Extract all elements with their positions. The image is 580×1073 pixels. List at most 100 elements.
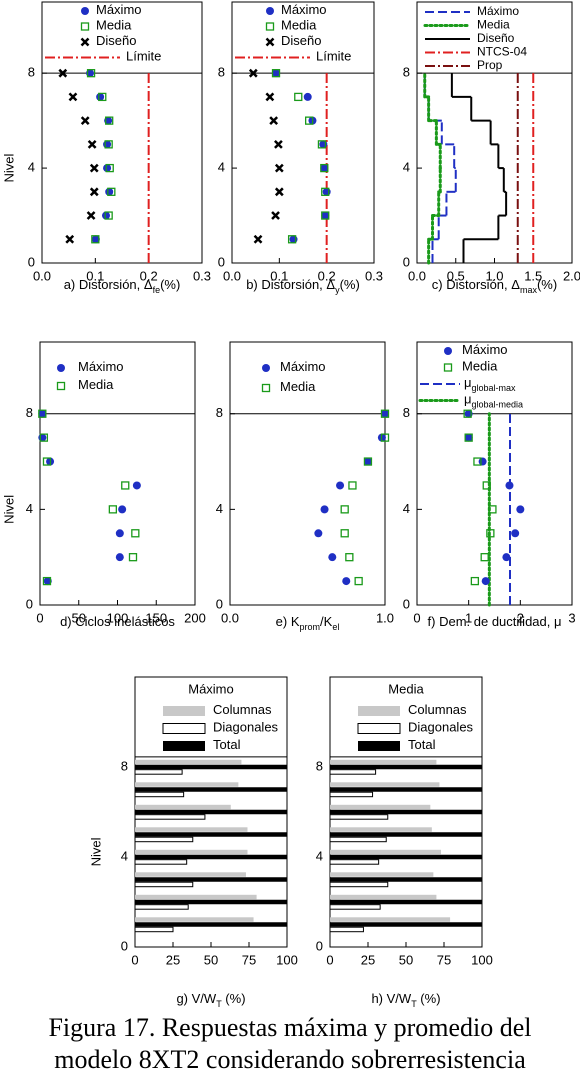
legend-label: Columnas: [213, 702, 272, 717]
legend-swatch: [163, 741, 205, 751]
caption-line: Figura 17. Respuestas máxima y promedio …: [48, 1013, 531, 1042]
marker: [294, 92, 303, 102]
legend-label: Diseño: [477, 31, 515, 45]
y-tick-label: 4: [216, 501, 223, 516]
marker: [58, 68, 68, 78]
legend-name: NTCS-04: [477, 45, 527, 59]
legend-swatch: [162, 723, 206, 734]
y-tick-label: 4: [316, 848, 323, 863]
marker: [287, 235, 297, 244]
marker: [345, 553, 354, 562]
x-axis-label-part: e) K: [276, 614, 300, 629]
bar: [330, 899, 482, 905]
y-tick-label: 8: [26, 405, 33, 420]
bar: [135, 922, 287, 927]
marker: [480, 553, 489, 562]
x-tick-label: 0.1: [86, 268, 104, 283]
marker: [266, 7, 274, 15]
marker: [248, 68, 258, 78]
marker: [463, 409, 472, 418]
marker: [444, 347, 452, 355]
legend-swatch: [357, 723, 401, 734]
bar: [134, 859, 188, 865]
legend-name: Límite: [316, 49, 351, 64]
bar: [329, 904, 381, 910]
marker: [502, 553, 511, 562]
legend-label: Media: [477, 18, 510, 32]
bar: [135, 832, 287, 837]
y-tick-label: 0: [316, 938, 323, 953]
x-tick-label: 0.0: [33, 268, 51, 283]
legend-title: Media: [388, 681, 424, 696]
marker: [321, 211, 330, 220]
x-axis-label: h) V/WT (%): [371, 991, 440, 1009]
marker: [488, 505, 497, 514]
marker: [262, 364, 270, 372]
x-axis-label-sub: el: [332, 622, 339, 632]
legend-label: Columnas: [408, 702, 467, 717]
bar: [329, 814, 389, 820]
x-tick-label: 0: [413, 610, 420, 625]
plot-frame: [39, 341, 196, 606]
marker: [42, 457, 52, 466]
bar: [135, 764, 287, 770]
bar: [135, 804, 231, 810]
y-tick-label: 0: [216, 596, 223, 611]
y-axis-label: Nivel: [1, 495, 16, 524]
x-tick-label: 200: [184, 610, 206, 625]
x-axis-label: d) Ciclos inelásticos: [60, 614, 175, 629]
x-tick-label: 0.0: [221, 610, 239, 625]
x-tick-label: 50: [399, 952, 413, 967]
legend-name-sub: global-max: [472, 383, 517, 393]
bar: [329, 881, 389, 888]
bar: [135, 854, 287, 860]
legend-name: Máximo: [280, 359, 326, 374]
legend-name: Máximo: [281, 2, 327, 17]
bar: [329, 926, 364, 933]
legend-label: Diagonales: [408, 720, 474, 735]
legend-name: Máximo: [477, 4, 519, 18]
marker: [321, 211, 330, 220]
x-tick-label: 1: [465, 610, 472, 625]
x-axis-label: b) Distorsión, Δy(%): [246, 277, 360, 295]
x-tick-label: 0.1: [270, 268, 288, 283]
marker: [340, 529, 349, 538]
legend-label: Diseño: [281, 33, 321, 48]
y-tick-label: 0: [28, 254, 35, 269]
marker: [363, 457, 372, 466]
bar: [329, 791, 374, 798]
marker: [340, 505, 349, 514]
marker: [274, 187, 284, 197]
bar: [134, 904, 189, 910]
x-tick-label: 25: [166, 952, 180, 967]
bar: [330, 849, 441, 855]
legend-label: Límite: [316, 49, 351, 64]
marker: [272, 69, 281, 78]
legend-name: Prop: [477, 58, 503, 72]
marker: [131, 529, 140, 538]
legend-label: Total: [408, 737, 436, 752]
marker: [103, 164, 112, 173]
marker: [314, 529, 323, 538]
bar: [134, 836, 194, 843]
bar: [135, 899, 287, 905]
y-tick-label: 0: [218, 254, 225, 269]
marker: [470, 576, 480, 586]
marker: [38, 409, 47, 418]
legend-label: Máximo: [477, 4, 519, 18]
legend-name: Columnas: [408, 702, 467, 717]
x-axis-label: g) V/WT (%): [176, 991, 245, 1009]
y-axis-label: Nivel: [1, 154, 16, 183]
marker: [511, 529, 520, 538]
y-tick-label: 8: [121, 758, 128, 773]
bar: [330, 759, 437, 765]
x-axis-label-part: d) Ciclos inelásticos: [60, 614, 175, 629]
x-tick-label: 0: [36, 610, 43, 625]
legend-label: Diseño: [96, 33, 136, 48]
marker: [118, 505, 127, 514]
marker: [80, 116, 90, 126]
x-tick-label: 100: [276, 952, 298, 967]
x-axis-label-part: (%): [340, 277, 360, 292]
marker: [317, 140, 327, 149]
